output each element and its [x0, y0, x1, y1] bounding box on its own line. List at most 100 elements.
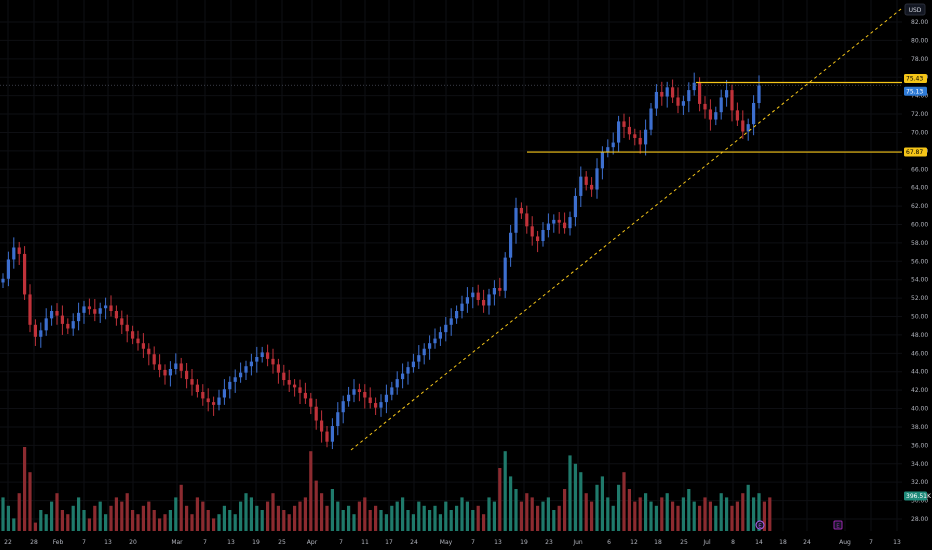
candle-body	[487, 294, 491, 306]
candle-body	[644, 129, 648, 145]
candle-body	[498, 287, 502, 291]
candle-body	[201, 391, 205, 399]
volume-bar	[568, 455, 572, 531]
volume-bar	[379, 510, 383, 531]
volume-bar	[44, 514, 48, 531]
volume-bar	[233, 514, 237, 531]
candle-body	[206, 398, 210, 403]
volume-tag-text: 396.51K	[906, 493, 932, 500]
volume-bar	[222, 505, 226, 531]
volume-bar	[357, 501, 361, 531]
candle-body	[287, 380, 291, 385]
volume-bar	[260, 510, 264, 531]
trendline[interactable]	[350, 7, 903, 451]
marker-label: E	[758, 524, 762, 530]
volume-bar	[347, 505, 351, 531]
volume-bar	[519, 501, 523, 531]
earnings-marker[interactable]: E	[833, 520, 843, 530]
x-tick-label: 12	[630, 539, 638, 546]
candle-body	[39, 330, 43, 337]
candle-body	[546, 223, 550, 231]
volume-bar	[28, 472, 32, 531]
volume-bar	[757, 493, 761, 531]
volume-bar	[617, 484, 621, 531]
volume-bar	[395, 501, 399, 531]
candle-body	[1, 278, 5, 283]
volume-bar	[590, 501, 594, 531]
x-tick-label: 6	[607, 539, 611, 546]
volume-bar	[514, 489, 518, 531]
x-tick-label: 19	[520, 539, 528, 546]
volume-bar	[336, 501, 340, 531]
volume-bar	[449, 510, 453, 531]
y-tick-label: 52.00	[911, 295, 928, 302]
volume-bar	[125, 493, 129, 531]
volume-bar	[1, 497, 5, 531]
y-tick-label: 46.00	[911, 350, 928, 357]
x-axis: 22 28 Feb 7 13 20 Mar 7 13 19 25 Apr 7 11 17 24 May 7 13 19…	[4, 539, 901, 546]
volume-bar	[633, 501, 637, 531]
candle-body	[600, 151, 604, 169]
candle-body	[249, 361, 253, 367]
candle-body	[33, 324, 37, 337]
volume-bar	[509, 476, 513, 531]
x-tick-label: 13	[104, 539, 112, 546]
candle-body	[6, 259, 10, 279]
volume-bar	[55, 493, 59, 531]
candle-body	[422, 348, 426, 356]
volume-bar	[228, 510, 232, 531]
candle-body	[411, 361, 415, 368]
currency-label: USD	[909, 7, 922, 14]
candle-body	[357, 389, 361, 392]
candle-body	[347, 394, 351, 402]
volume-bar	[98, 501, 102, 531]
candle-body	[746, 124, 750, 132]
candle-body	[158, 364, 162, 370]
candle-body	[71, 321, 75, 329]
volume-tag: 396.51K	[904, 491, 932, 501]
volume-bar	[217, 514, 221, 531]
volume-bar	[104, 514, 108, 531]
price-tags: 75.43 75.13 67.87 396.51K	[904, 73, 932, 501]
volume-bar	[681, 497, 685, 531]
earnings-marker[interactable]: E	[755, 520, 765, 530]
volume-bar	[195, 497, 199, 531]
candle-body	[390, 387, 394, 395]
volume-bar	[87, 518, 91, 531]
x-tick-label: 7	[869, 539, 873, 546]
candle-body	[438, 332, 442, 339]
volume-bar	[168, 510, 172, 531]
x-tick-label: 25	[278, 539, 286, 546]
volume-bar	[141, 505, 145, 531]
candle-body	[476, 292, 480, 300]
candle-body	[131, 331, 135, 339]
volume-bar	[50, 501, 54, 531]
volume-bar	[363, 497, 367, 531]
candle-body	[660, 91, 664, 97]
y-tick-label: 78.00	[911, 56, 928, 63]
y-tick-label: 28.00	[911, 516, 928, 523]
y-tick-label: 42.00	[911, 387, 928, 394]
candle-body	[741, 120, 745, 132]
volume-bar	[244, 493, 248, 531]
candle-body	[708, 109, 712, 120]
volume-bar	[498, 468, 502, 531]
volume-bar	[487, 497, 491, 531]
candle-body	[557, 219, 561, 223]
volume-bar	[249, 497, 253, 531]
volume-bar	[12, 518, 16, 531]
candle-body	[282, 372, 286, 381]
candle-body	[260, 352, 264, 358]
volume-bar	[703, 497, 707, 531]
volume-bar	[725, 497, 729, 531]
candle-body	[163, 369, 167, 376]
candle-body	[136, 338, 140, 344]
currency-badge[interactable]: USD	[904, 3, 926, 16]
candle-body	[309, 398, 313, 407]
candle-body	[482, 299, 486, 306]
candle-body	[455, 310, 459, 319]
volume-bar	[660, 497, 664, 531]
volume-bar	[17, 493, 21, 531]
volume-bar	[676, 505, 680, 531]
